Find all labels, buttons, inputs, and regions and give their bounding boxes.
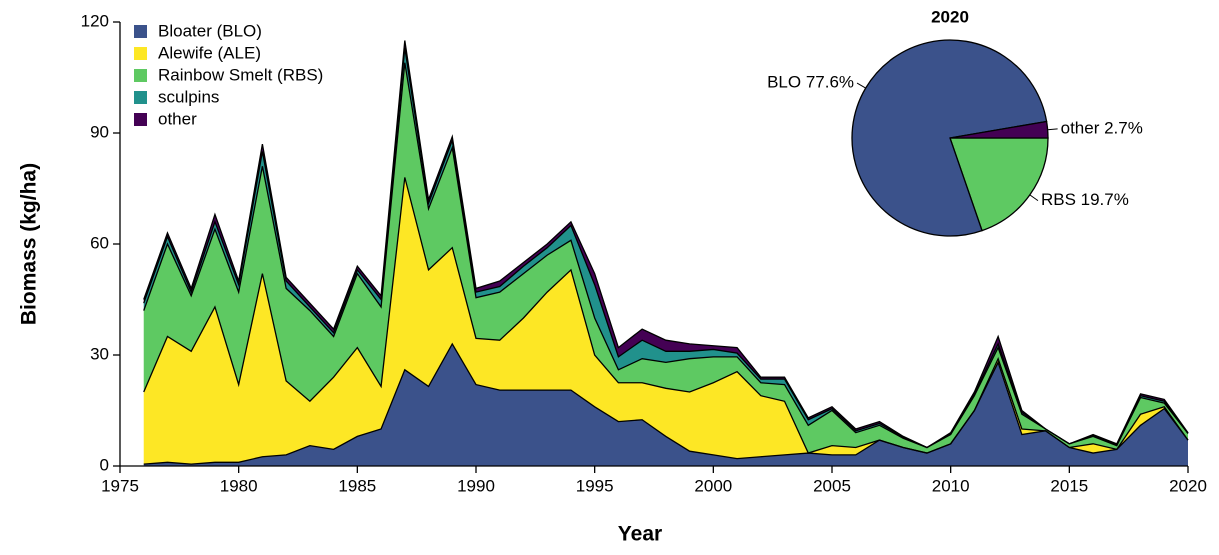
area-outline [143,40,1189,449]
y-tick-label: 120 [81,11,109,30]
y-axis-title: Biomass (kg/ha) [18,163,41,325]
legend-label: other [158,109,197,128]
x-tick-label: 2005 [813,476,851,495]
legend-swatch [134,47,147,60]
y-tick-label: 60 [90,233,109,252]
pie-label: BLO 77.6% [767,73,854,92]
legend-swatch [134,113,147,126]
pie-label: RBS 19.7% [1041,190,1129,209]
x-tick-label: 1990 [457,476,495,495]
x-tick-label: 1995 [576,476,614,495]
x-tick-label: 1985 [338,476,376,495]
area-outline [143,177,1189,454]
y-tick-label: 90 [90,122,109,141]
leader-line [1029,194,1039,202]
area-outline [143,62,1189,449]
area-outline [143,342,1189,465]
area [143,62,1188,454]
x-tick-label: 1980 [220,476,258,495]
pie-title: 2020 [931,7,969,26]
pie-label: other 2.7% [1061,118,1143,137]
area-outline [143,47,1189,449]
x-tick-label: 2010 [932,476,970,495]
x-tick-label: 2020 [1169,476,1207,495]
leader-line [856,82,866,89]
x-tick-label: 2015 [1050,476,1088,495]
legend-label: Bloater (BLO) [158,21,262,40]
area [143,177,1188,465]
x-axis-title: Year [618,523,662,546]
pie-slice [949,120,1049,139]
y-tick-label: 0 [100,455,109,474]
x-tick-label: 1975 [101,476,139,495]
legend-swatch [134,25,147,38]
y-tick-label: 30 [90,344,109,363]
legend-label: sculpins [158,87,219,106]
legend-swatch [134,69,147,82]
leader-line [1047,128,1058,131]
legend-label: Rainbow Smelt (RBS) [158,65,323,84]
x-tick-label: 2000 [694,476,732,495]
legend-label: Alewife (ALE) [158,43,261,62]
area [143,343,1188,466]
legend-swatch [134,91,147,104]
